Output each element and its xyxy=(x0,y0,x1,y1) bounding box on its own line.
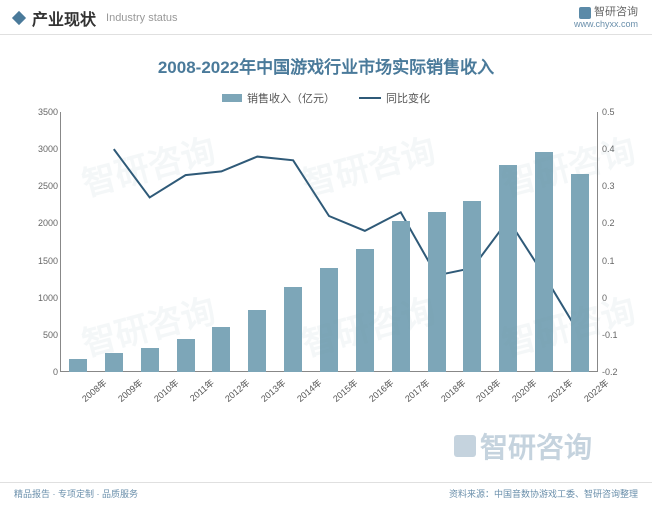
watermark-icon xyxy=(454,435,476,457)
x-label: 2012年 xyxy=(222,376,253,405)
x-label: 2016年 xyxy=(366,376,397,405)
header-subtitle: Industry status xyxy=(106,12,178,24)
header-right: 智研咨询 www.chyxx.com xyxy=(574,6,638,30)
legend-line: 同比变化 xyxy=(359,90,430,106)
y-axis-right: -0.2-0.100.10.20.30.40.5 xyxy=(602,112,632,372)
y-right-tick: 0.5 xyxy=(602,107,615,117)
footer-right: 资料来源：中国音数协游戏工委、智研咨询整理 xyxy=(449,487,638,500)
legend-line-swatch xyxy=(359,97,381,99)
y-left-tick: 3500 xyxy=(38,107,58,117)
x-label: 2010年 xyxy=(150,376,181,405)
legend-bar-swatch xyxy=(222,94,242,102)
y-left-tick: 1000 xyxy=(38,293,58,303)
chart-title: 2008-2022年中国游戏行业市场实际销售收入 xyxy=(0,35,652,90)
x-label: 2008年 xyxy=(79,376,110,405)
y-left-tick: 500 xyxy=(43,330,58,340)
brand-icon xyxy=(579,7,591,19)
legend-line-label: 同比变化 xyxy=(386,90,430,106)
diamond-icon xyxy=(12,11,26,25)
plot-area xyxy=(60,112,598,372)
header-title: 产业现状 xyxy=(32,6,96,30)
bar xyxy=(212,327,230,372)
legend-bar: 销售收入（亿元） xyxy=(222,90,335,106)
chart-area: 0500100015002000250030003500 -0.2-0.100.… xyxy=(38,112,628,422)
watermark-large-text: 智研咨询 xyxy=(480,426,592,466)
bar xyxy=(320,268,338,372)
x-label: 2021年 xyxy=(545,376,576,405)
bar xyxy=(571,174,589,372)
header-left: 产业现状 Industry status xyxy=(14,6,178,30)
bar xyxy=(499,165,517,372)
x-label: 2011年 xyxy=(186,376,216,404)
x-label: 2013年 xyxy=(258,376,289,405)
bar xyxy=(535,152,553,372)
bar xyxy=(141,348,159,373)
x-label: 2020年 xyxy=(509,376,540,405)
axis-left xyxy=(60,112,61,372)
x-label: 2017年 xyxy=(402,376,433,405)
x-label: 2015年 xyxy=(330,376,361,405)
x-axis: 2008年2009年2010年2011年2012年2013年2014年2015年… xyxy=(60,372,598,422)
x-label: 2009年 xyxy=(115,376,146,405)
bar xyxy=(177,339,195,372)
y-right-tick: 0 xyxy=(602,293,607,303)
y-left-tick: 3000 xyxy=(38,144,58,154)
footer: 精品报告 · 专项定制 · 品质服务 资料来源：中国音数协游戏工委、智研咨询整理 xyxy=(0,482,652,506)
y-right-tick: 0.4 xyxy=(602,144,615,154)
chart-card: 产业现状 Industry status 智研咨询 www.chyxx.com … xyxy=(0,0,652,506)
y-axis-left: 0500100015002000250030003500 xyxy=(28,112,58,372)
bar xyxy=(356,249,374,372)
x-label: 2022年 xyxy=(581,376,612,405)
x-label: 2019年 xyxy=(473,376,504,405)
x-label: 2018年 xyxy=(437,376,468,405)
x-label: 2014年 xyxy=(294,376,325,405)
y-left-tick: 2500 xyxy=(38,181,58,191)
y-right-tick: 0.1 xyxy=(602,256,615,266)
header: 产业现状 Industry status 智研咨询 www.chyxx.com xyxy=(0,0,652,35)
y-right-tick: -0.2 xyxy=(602,367,618,377)
watermark-large: 智研咨询 xyxy=(454,426,592,466)
y-right-tick: -0.1 xyxy=(602,330,618,340)
y-right-tick: 0.3 xyxy=(602,181,615,191)
axis-right xyxy=(597,112,598,372)
bar xyxy=(69,359,87,372)
brand-url: www.chyxx.com xyxy=(574,19,638,30)
bar xyxy=(284,287,302,372)
bar xyxy=(463,201,481,372)
y-left-tick: 1500 xyxy=(38,256,58,266)
y-left-tick: 2000 xyxy=(38,218,58,228)
bar xyxy=(428,212,446,372)
legend-bar-label: 销售收入（亿元） xyxy=(247,90,335,106)
brand-label: 智研咨询 xyxy=(574,6,638,19)
y-left-tick: 0 xyxy=(53,367,58,377)
y-right-tick: 0.2 xyxy=(602,218,615,228)
bar xyxy=(248,310,266,372)
brand-text: 智研咨询 xyxy=(594,6,638,19)
legend: 销售收入（亿元） 同比变化 xyxy=(0,90,652,106)
footer-left: 精品报告 · 专项定制 · 品质服务 xyxy=(14,487,138,500)
bar xyxy=(392,221,410,372)
bar xyxy=(105,353,123,372)
